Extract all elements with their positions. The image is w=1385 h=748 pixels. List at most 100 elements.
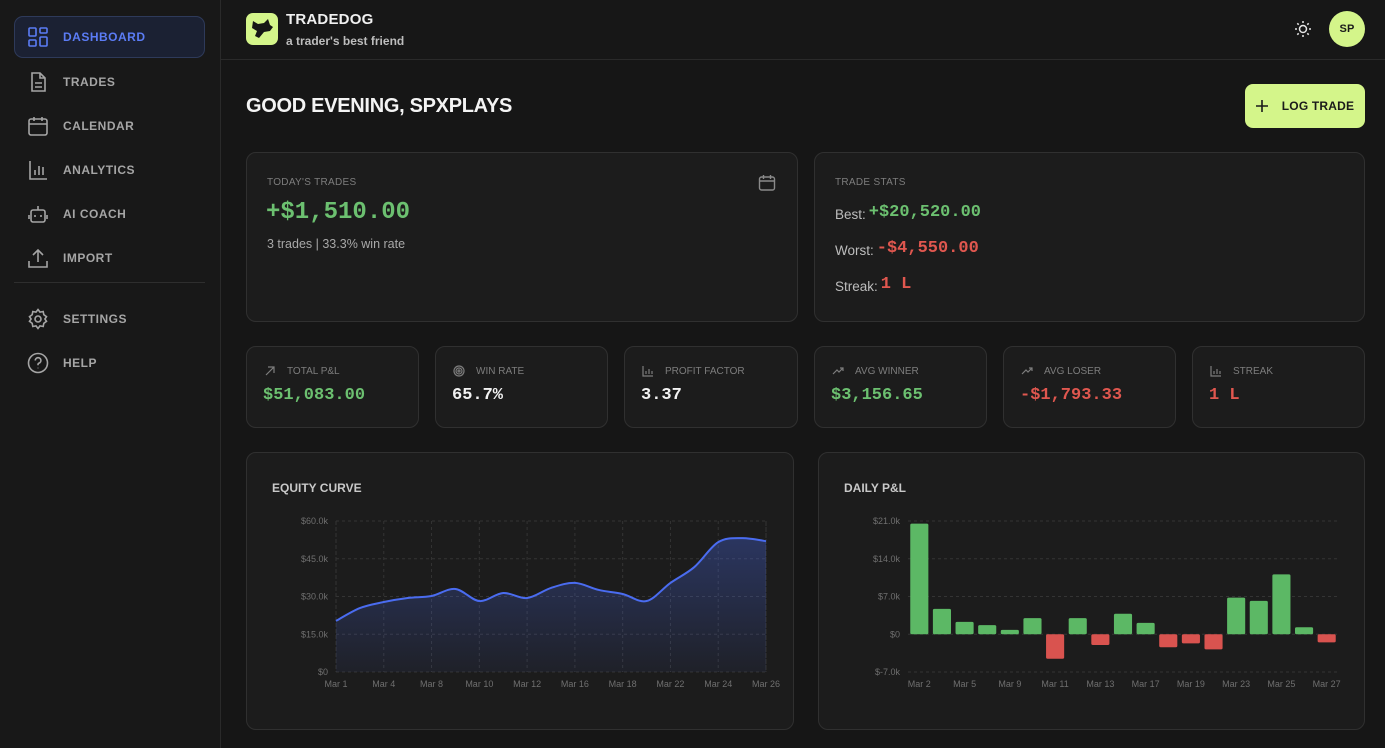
metric-card: WIN RATE 65.7% [435,346,608,428]
today-pnl: +$1,510.00 [266,199,411,226]
stat-label: Worst: [835,243,874,258]
bar [1317,634,1336,643]
stat-label: Best: [835,207,866,222]
bar [1295,627,1314,635]
x-tick-label: Mar 11 [1041,679,1068,689]
x-tick-label: Mar 24 [704,679,732,689]
metric-icon [642,366,653,377]
tagline: a trader's best friend [286,34,405,48]
bar [1204,634,1223,650]
bar [1136,622,1155,635]
metric-icon [1021,367,1033,375]
nav-label: SETTINGS [63,312,128,326]
nav-label: ANALYTICS [63,163,136,177]
metric-card: AVG WINNER $3,156.65 [814,346,987,428]
bar [1249,600,1268,635]
x-tick-label: Mar 12 [513,679,541,689]
chart: DAILY P&L $-7.0k $0 $7.0k $14.0k $21.0k Mar 2 M… [844,481,1341,689]
bar [1181,634,1200,644]
nav-item[interactable]: CALENDAR [14,105,205,147]
today-summary: 3 trades | 33.3% win rate [267,237,406,251]
metric-value: $3,156.65 [831,386,923,405]
y-tick-label: $15.0k [301,629,329,639]
metric-label: TOTAL P&L [287,366,340,377]
nav-item[interactable]: DASHBOARD [14,16,205,58]
metric-card: TOTAL P&L $51,083.00 [246,346,419,428]
x-tick-label: Mar 8 [420,679,443,689]
header: TRADEDOG a trader's best friend SP [221,0,1385,60]
chart: EQUITY CURVE $0 $15.0k $30.0k $45.0k $60.0k Ma… [272,481,780,689]
y-tick-label: $30.0k [301,592,329,602]
metric-value: 65.7% [452,386,504,405]
nav-item[interactable]: SETTINGS [14,298,205,340]
y-tick-label: $0 [890,629,900,639]
bar [910,523,929,635]
x-tick-label: Mar 23 [1222,679,1250,689]
metric-label: AVG WINNER [855,366,919,377]
bar [1113,613,1133,635]
nav-item[interactable]: IMPORT [14,237,205,279]
avatar[interactable]: SP [1329,11,1365,47]
log-trade-button[interactable]: LOG TRADE [1245,84,1365,128]
bar [1023,618,1042,635]
nav-item[interactable]: ANALYTICS [14,149,205,191]
y-tick-label: $7.0k [878,592,901,602]
y-tick-label: $0 [318,667,328,677]
brand: TRADEDOG [286,11,374,28]
y-tick-label: $-7.0k [875,667,901,677]
bar [1000,629,1019,635]
bar [955,621,974,635]
x-tick-label: Mar 27 [1313,679,1341,689]
metric-card: STREAK 1 L [1192,346,1365,428]
bar [978,625,997,635]
bar [1091,634,1110,646]
equity-line [335,537,767,622]
stat-value: -$4,550.00 [876,239,979,258]
metric-value: 1 L [1209,386,1240,405]
metric-label: AVG LOSER [1044,366,1102,377]
metric-value: $51,083.00 [263,386,366,405]
card-label: TRADE STATS [835,177,906,188]
button-label: LOG TRADE [1281,99,1355,113]
equity-area [336,538,766,672]
x-tick-label: Mar 26 [752,679,780,689]
x-tick-label: Mar 13 [1086,679,1114,689]
metric-card: AVG LOSER -$1,793.33 [1003,346,1176,428]
x-tick-label: Mar 19 [1177,679,1205,689]
trade-stats-card: TRADE STATS Best: +$20,520.00 Worst: -$4,55… [814,152,1365,322]
x-tick-label: Mar 5 [953,679,976,689]
nav-label: CALENDAR [63,119,135,133]
bar [1272,574,1291,635]
theme-toggle[interactable] [1294,20,1312,38]
metric-icon [265,366,275,376]
chart-title: DAILY P&L [844,481,906,495]
daily-pnl-card: DAILY P&L $-7.0k $0 $7.0k $14.0k $21.0k Mar 2 M… [818,452,1365,730]
nav-label: HELP [63,356,98,370]
x-tick-label: Mar 17 [1132,679,1160,689]
x-tick-label: Mar 18 [609,679,637,689]
nav-label: IMPORT [63,251,113,265]
bar [1227,597,1246,635]
metric-icon [453,365,465,377]
x-tick-label: Mar 16 [561,679,589,689]
nav-label: DASHBOARD [63,30,146,44]
y-tick-label: $21.0k [873,516,901,526]
bar [1159,634,1178,648]
x-tick-label: Mar 1 [324,679,347,689]
nav-item[interactable]: TRADES [14,61,205,103]
stat-value: 1 L [880,275,912,294]
metric-label: STREAK [1233,366,1274,377]
logo [246,13,278,45]
bar [1068,618,1087,635]
bar [1046,634,1065,659]
nav-item[interactable]: HELP [14,342,205,384]
metric-value: 3.37 [641,386,682,405]
nav-label: TRADES [63,75,116,89]
x-tick-label: Mar 4 [372,679,395,689]
nav-item[interactable]: AI COACH [14,193,205,235]
divider [14,282,205,283]
x-tick-label: Mar 2 [908,679,931,689]
nav-label: AI COACH [63,207,127,221]
calendar-icon [758,175,776,191]
